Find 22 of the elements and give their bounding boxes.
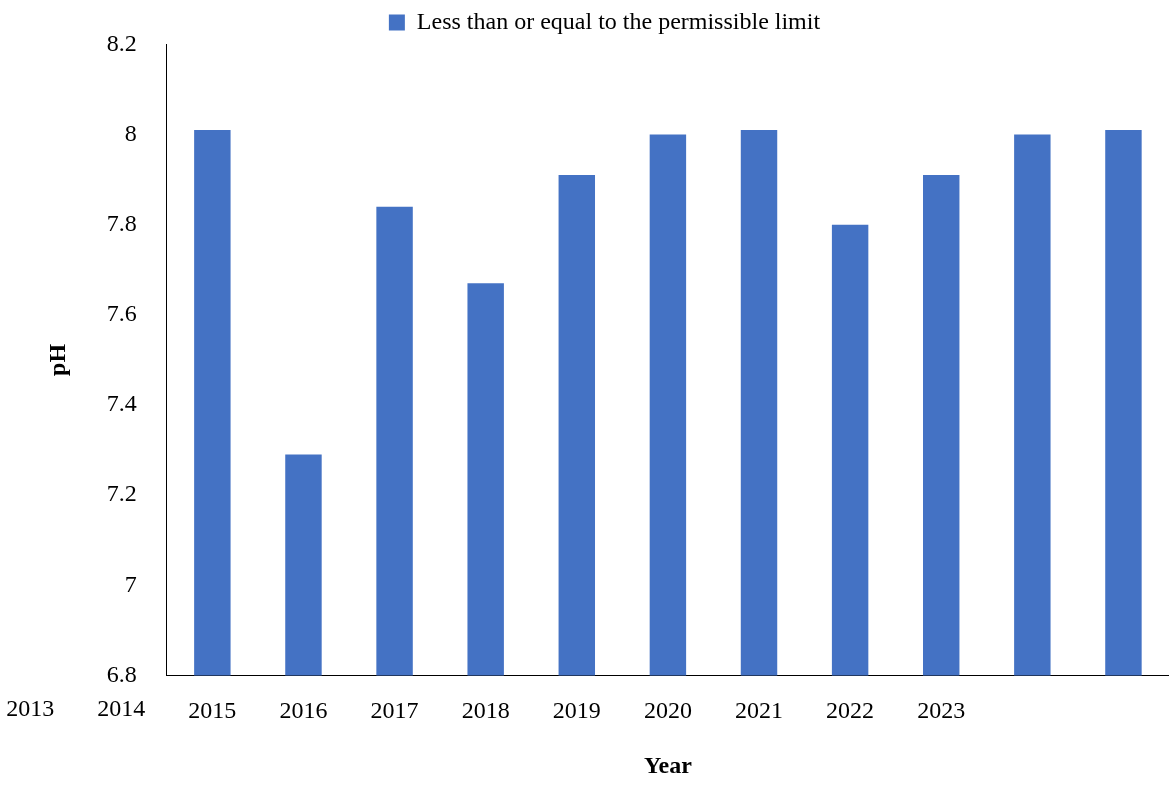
y-tick-label: 7.6: [106, 300, 137, 327]
x-tick-label: 2020: [643, 697, 692, 724]
y-tick-label: 7.4: [106, 390, 137, 417]
x-tick-label: 2023: [917, 697, 966, 724]
y-tick-label: 8.2: [106, 29, 137, 56]
x-axis-title: Year: [643, 751, 693, 778]
x-tick-label: 2022: [826, 697, 875, 724]
x-tick-label: 2017: [370, 697, 419, 724]
text: 2013: [6, 694, 55, 721]
y-tick-label: 7.2: [106, 480, 137, 507]
x-tick-label: 2016: [279, 697, 328, 724]
x-tick-label: 2015: [188, 697, 237, 724]
x-tick-label: 2019: [552, 697, 601, 724]
y-tick-label: 7: [124, 570, 137, 597]
x-tick-label: 2018: [461, 697, 510, 724]
legend-label: Less than or equal to the permissible limit: [416, 7, 821, 34]
y-tick-label: 6.8: [106, 660, 137, 687]
y-axis-title: pH: [43, 343, 70, 376]
x-tick-label: 2021: [735, 697, 784, 724]
text: 2014: [97, 694, 146, 721]
y-tick-label: 7.8: [106, 209, 137, 236]
y-tick-label: 8: [124, 119, 137, 146]
